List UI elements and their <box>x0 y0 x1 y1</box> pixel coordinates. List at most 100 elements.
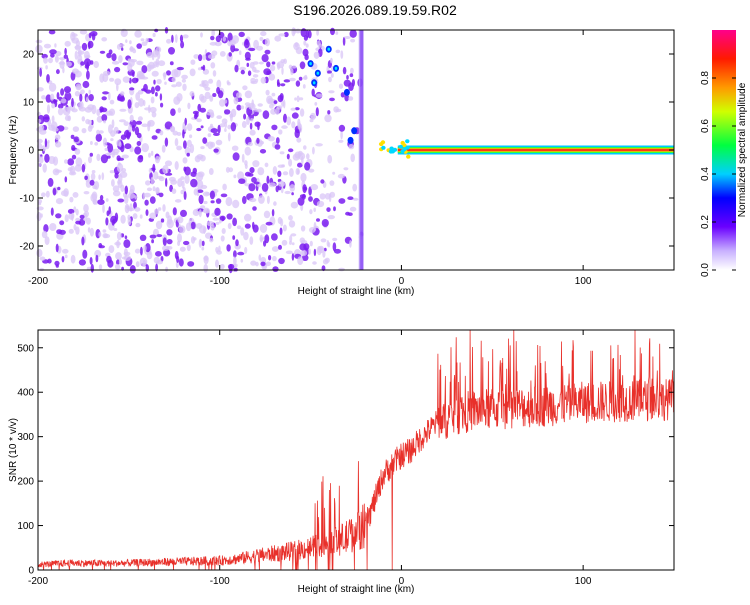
spectrum-speckle <box>71 37 79 44</box>
spectrum-speckle <box>213 132 220 136</box>
spectrum-speckle <box>299 123 303 133</box>
spectrum-speckle <box>222 36 226 42</box>
spectrum-speckle <box>57 125 65 132</box>
spectrum-speckle <box>258 195 265 204</box>
spectrum-speckle <box>171 77 176 83</box>
spectrum-speckle <box>141 41 148 46</box>
spectrum-speckle <box>129 87 135 91</box>
spectrum-speckle <box>338 139 344 143</box>
spectrum-speckle <box>238 31 245 38</box>
spectrum-speckle <box>203 207 210 214</box>
spectrum-speckle <box>74 50 78 60</box>
spectrum-speckle <box>70 71 76 81</box>
spectrum-speckle <box>294 42 299 48</box>
spectrum-speckle <box>193 188 199 196</box>
spectrum-speckle <box>265 89 270 96</box>
spectrum-speckle <box>143 245 147 252</box>
spectrum-speckle <box>277 82 281 87</box>
spectrum-speckle <box>135 222 141 228</box>
spectrum-speckle <box>40 213 43 218</box>
spectrum-speckle <box>100 154 108 164</box>
spectrum-speckle <box>209 237 214 243</box>
spectrum-speckle <box>117 157 125 161</box>
spectrum-speckle <box>352 183 358 192</box>
spectrum-speckle <box>159 93 163 101</box>
spectrum-speckle <box>292 65 297 69</box>
spectrum-speckle <box>114 172 119 179</box>
spectrum-speckle <box>210 128 218 134</box>
colorbar-tick-label: 0.4 <box>700 167 711 181</box>
spectrum-speckle <box>134 248 141 254</box>
x-tick-label: 100 <box>575 276 592 287</box>
spectrum-speckle <box>278 129 283 135</box>
spectrum-speckle <box>87 104 95 111</box>
spectrum-speckle <box>209 190 215 200</box>
spectrum-speckle <box>243 113 247 120</box>
spectrum-speckle <box>150 86 155 95</box>
spectrum-speckle <box>181 78 186 83</box>
spectrum-speckle <box>280 83 286 87</box>
spectrum-speckle <box>155 155 160 164</box>
snr-line <box>37 329 674 571</box>
spectrum-speckle <box>299 243 307 251</box>
spectrum-speckle <box>88 89 91 95</box>
spectrum-speckle <box>87 119 92 125</box>
spectrum-speckle <box>64 214 69 223</box>
spectrum-speckle <box>132 213 138 220</box>
spectrum-speckle <box>145 264 149 272</box>
spectrum-speckle <box>45 190 50 198</box>
spectrum-speckle <box>166 38 172 44</box>
spectrum-speckle <box>322 258 329 265</box>
spectrum-speckle <box>244 213 252 222</box>
spectrum-speckle <box>215 198 222 204</box>
spectrum-speckle <box>206 112 213 116</box>
spectrum-speckle <box>315 107 319 117</box>
spectrum-speckle <box>183 240 190 246</box>
spectrum-speckle <box>38 162 41 167</box>
spectrum-speckle <box>196 127 202 132</box>
spectrum-transition-edge <box>358 30 361 270</box>
spectrum-speckle <box>116 83 119 92</box>
spectrum-speckle <box>180 176 185 181</box>
spectrum-speckle <box>162 72 167 78</box>
spectrum-speckle <box>261 54 269 63</box>
spectrum-speckle <box>260 31 267 37</box>
spectrum-speckle <box>227 32 233 42</box>
spectrum-speckle <box>45 65 48 70</box>
carrier-onset-blob <box>400 140 405 145</box>
spectrum-blob-core <box>334 66 338 70</box>
spectrum-speckle <box>172 130 179 136</box>
spectrum-speckle <box>192 167 197 174</box>
spectrum-speckle <box>279 151 285 155</box>
spectrum-speckle <box>47 177 54 187</box>
spectrum-speckle <box>155 50 159 56</box>
spectrum-speckle <box>313 124 320 129</box>
spectrum-speckle <box>123 121 129 126</box>
spectrum-speckle <box>118 258 122 265</box>
spectrum-speckle <box>299 237 305 243</box>
spectrum-speckle <box>90 141 93 145</box>
spectrum-speckle <box>81 163 86 173</box>
spectrum-speckle <box>107 143 114 153</box>
spectrum-speckle <box>121 47 124 51</box>
spectrum-speckle <box>198 54 203 62</box>
spectrum-speckle <box>319 193 326 200</box>
spectrum-speckle <box>313 51 320 59</box>
spectrum-speckle <box>111 179 115 187</box>
spectrum-speckle <box>252 74 259 78</box>
spectrum-speckle <box>96 129 100 135</box>
spectrum-speckle <box>110 138 114 142</box>
spectrum-speckle <box>171 188 177 194</box>
spectrum-speckle <box>344 94 350 102</box>
spectrum-speckle <box>144 199 149 206</box>
spectrum-speckle <box>327 215 335 220</box>
spectrum-speckle <box>123 194 129 204</box>
spectrum-speckle <box>133 201 137 210</box>
spectrum-speckle <box>288 148 294 153</box>
spectrum-speckle <box>70 134 75 139</box>
spectrum-speckle <box>266 70 272 76</box>
spectrum-speckle <box>117 95 120 101</box>
spectrum-speckle <box>82 249 88 259</box>
spectrum-speckle <box>83 191 90 195</box>
